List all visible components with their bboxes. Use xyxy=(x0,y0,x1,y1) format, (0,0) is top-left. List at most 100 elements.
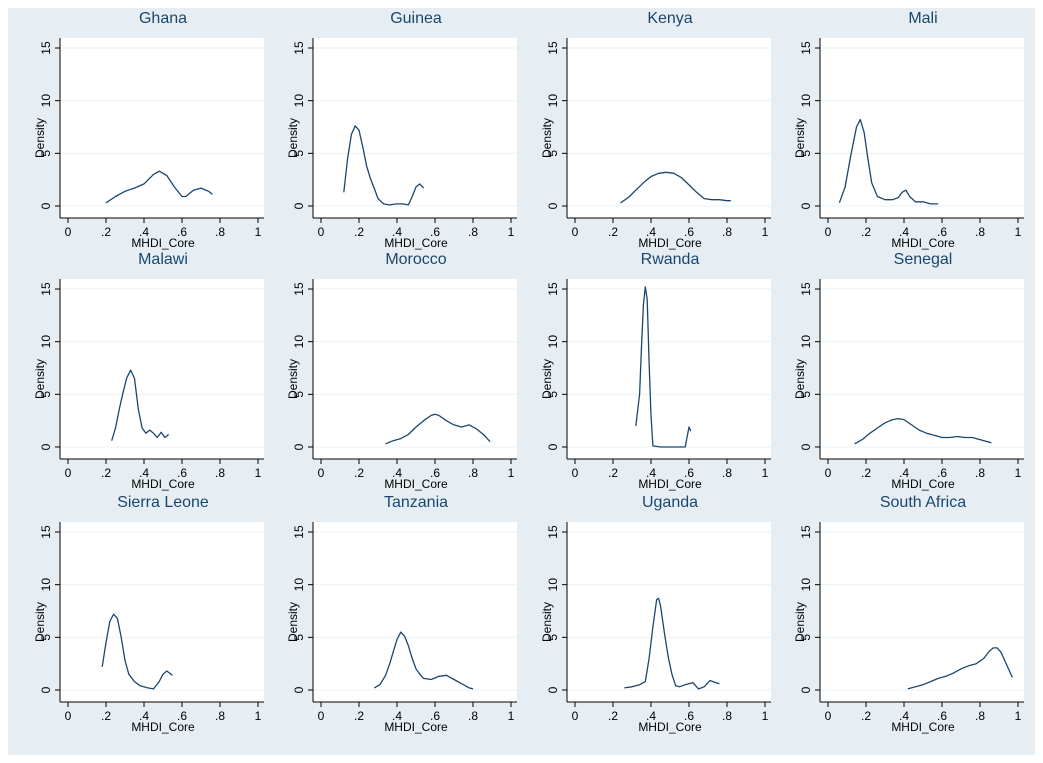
x-tick-label: .2 xyxy=(608,466,618,480)
y-axis-title: Density xyxy=(793,359,807,399)
y-tick-label: 5 xyxy=(546,634,560,641)
x-tick-label: 0 xyxy=(825,709,832,723)
panel-title: Uganda xyxy=(641,494,699,511)
x-tick-label: .2 xyxy=(861,466,871,480)
x-tick-label: 1 xyxy=(508,709,515,723)
x-tick-label: 0 xyxy=(65,709,72,723)
density-panel: Malawi 0.2.4.6.8 1 0 5 10 15 MHDI_Core Density xyxy=(8,249,264,491)
x-tick-label: 0 xyxy=(318,709,325,723)
density-panel: Sierra Leone 0.2.4.6.8 1 0 5 10 15 MHDI_Core Den… xyxy=(8,492,264,734)
x-tick-label: .4 xyxy=(139,225,149,239)
x-tick-label: .4 xyxy=(899,466,909,480)
x-tick-label: .4 xyxy=(646,466,656,480)
x-axis-title: MHDI_Core xyxy=(131,720,195,734)
plot-area xyxy=(820,38,1024,218)
y-axis-title: Density xyxy=(793,602,807,642)
panel-grid: Ghana 0.2.4.6.8 1 0 5 10 15 MHDI_Core Density Gui… xyxy=(8,8,1035,755)
plot-area xyxy=(567,38,771,218)
y-tick-label: 0 xyxy=(546,686,560,693)
x-tick-label: .8 xyxy=(215,709,225,723)
x-tick-label: .2 xyxy=(861,225,871,239)
density-line xyxy=(105,170,213,204)
y-axis-title: Density xyxy=(540,359,554,399)
x-tick-label: 1 xyxy=(1015,466,1022,480)
y-axis-title: Density xyxy=(33,118,47,158)
plot-area xyxy=(313,522,517,702)
y-tick-label: 5 xyxy=(292,391,306,398)
x-tick-label: 0 xyxy=(572,466,579,480)
x-axis-title: MHDI_Core xyxy=(384,720,448,734)
density-line xyxy=(373,631,474,690)
panel-title: Malawi xyxy=(138,251,188,268)
y-axis-title: Density xyxy=(793,118,807,158)
y-axis-title: Density xyxy=(286,602,300,642)
density-line xyxy=(635,286,692,448)
plot-area xyxy=(820,279,1024,459)
x-tick-label: .6 xyxy=(177,709,187,723)
density-panel: Morocco 0.2.4.6.8 1 0 5 10 15 MHDI_Core Density xyxy=(261,249,517,491)
figure-background: Ghana 0.2.4.6.8 1 0 5 10 15 MHDI_Core Density Gui… xyxy=(8,8,1035,755)
x-tick-label: 1 xyxy=(255,709,262,723)
x-tick-label: .4 xyxy=(392,709,402,723)
density-panel: Senegal 0.2.4.6.8 1 0 5 10 15 MHDI_Core Density xyxy=(768,249,1024,491)
x-tick-label: .8 xyxy=(975,225,985,239)
x-tick-label: 1 xyxy=(255,466,262,480)
x-tick-label: .6 xyxy=(430,709,440,723)
y-axis-title: Density xyxy=(33,359,47,399)
x-tick-label: 1 xyxy=(762,709,769,723)
density-line xyxy=(620,171,731,204)
x-tick-label: .8 xyxy=(722,466,732,480)
x-tick-label: .8 xyxy=(468,466,478,480)
x-axis-title: MHDI_Core xyxy=(891,236,955,250)
x-tick-label: .2 xyxy=(101,466,111,480)
x-axis-title: MHDI_Core xyxy=(638,720,702,734)
y-tick-label: 10 xyxy=(546,578,560,592)
y-tick-label: 0 xyxy=(292,202,306,209)
density-panel: Uganda 0.2.4.6.8 1 0 5 10 15 MHDI_Core Density xyxy=(515,492,771,734)
y-axis-title: Density xyxy=(286,359,300,399)
y-tick-label: 10 xyxy=(292,94,306,108)
plot-area xyxy=(567,279,771,459)
y-tick-label: 15 xyxy=(39,282,53,296)
x-tick-label: 0 xyxy=(318,466,325,480)
x-tick-label: .4 xyxy=(392,225,402,239)
y-tick-label: 15 xyxy=(799,41,813,55)
y-tick-label: 5 xyxy=(546,391,560,398)
y-tick-label: 5 xyxy=(799,391,813,398)
y-tick-label: 0 xyxy=(799,686,813,693)
density-line xyxy=(343,125,425,206)
y-tick-label: 5 xyxy=(799,634,813,641)
x-tick-label: 0 xyxy=(65,466,72,480)
x-tick-label: .6 xyxy=(684,466,694,480)
y-tick-label: 0 xyxy=(39,202,53,209)
x-tick-label: 0 xyxy=(572,709,579,723)
x-tick-label: .2 xyxy=(608,225,618,239)
x-tick-label: .2 xyxy=(861,709,871,723)
panel-title: Tanzania xyxy=(383,494,449,511)
plot-area xyxy=(820,522,1024,702)
x-tick-label: .2 xyxy=(101,225,111,239)
y-tick-label: 10 xyxy=(39,94,53,108)
x-tick-label: 0 xyxy=(572,225,579,239)
y-tick-label: 15 xyxy=(292,41,306,55)
plot-area xyxy=(313,279,517,459)
x-tick-label: .4 xyxy=(392,466,402,480)
y-tick-label: 15 xyxy=(546,41,560,55)
x-axis-title: MHDI_Core xyxy=(638,477,702,491)
y-tick-label: 15 xyxy=(39,525,53,539)
y-tick-label: 0 xyxy=(546,443,560,450)
x-tick-label: .8 xyxy=(975,709,985,723)
x-tick-label: 1 xyxy=(255,225,262,239)
x-tick-label: .2 xyxy=(354,466,364,480)
x-tick-label: .4 xyxy=(646,709,656,723)
x-tick-label: .8 xyxy=(468,225,478,239)
panel-title: Ghana xyxy=(138,10,188,27)
y-tick-label: 5 xyxy=(39,634,53,641)
y-tick-label: 0 xyxy=(546,202,560,209)
y-tick-label: 5 xyxy=(292,634,306,641)
x-tick-label: .4 xyxy=(899,225,909,239)
